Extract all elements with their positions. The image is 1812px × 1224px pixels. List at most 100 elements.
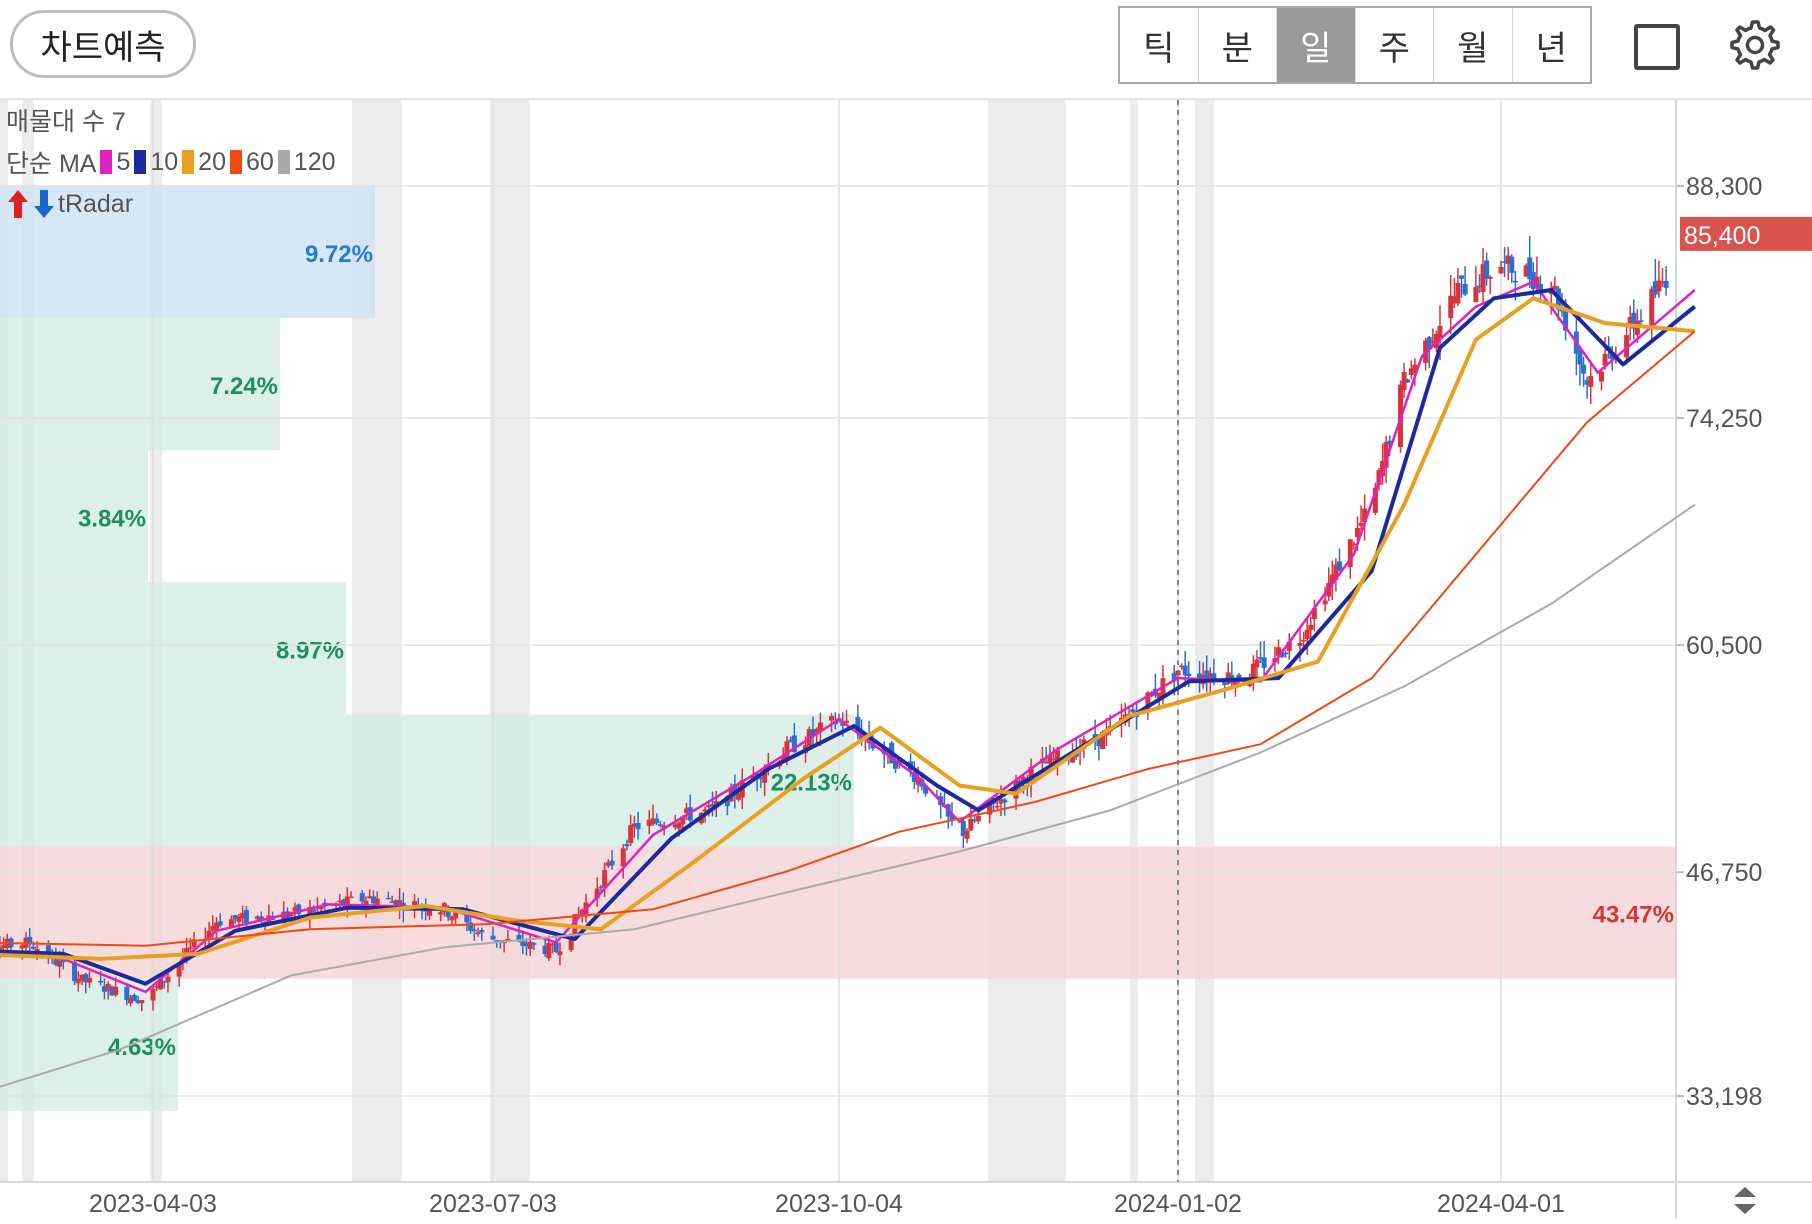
candle-body: [1096, 737, 1102, 747]
candle-body: [1476, 285, 1482, 288]
candle-body: [605, 862, 611, 866]
ma60-swatch: [229, 150, 242, 174]
candle-body: [972, 819, 978, 822]
candle-body: [1347, 539, 1353, 568]
candle-body: [1401, 372, 1407, 390]
candle-body: [157, 978, 163, 990]
candle-body: [788, 739, 794, 742]
candle-body: [1430, 341, 1436, 343]
candle-body: [650, 818, 656, 825]
period-minute-tab[interactable]: 분: [1199, 8, 1277, 82]
candle-body: [34, 948, 40, 953]
period-week-tab[interactable]: 주: [1356, 8, 1434, 82]
top-bar: 차트예측 틱 분 일 주 월 년: [0, 0, 1812, 100]
candle-body: [1362, 508, 1368, 523]
candle-body: [471, 929, 477, 932]
candle-body: [550, 943, 556, 946]
period-month-tab[interactable]: 월: [1434, 8, 1513, 82]
candle-body: [1351, 543, 1357, 546]
candle-body: [479, 929, 485, 933]
ma-5-line: [0, 280, 1696, 994]
volume-profile-band: [0, 714, 854, 847]
candle-body: [1043, 761, 1049, 764]
y-tick-label: 46,750: [1686, 859, 1762, 887]
candle-body: [1581, 364, 1587, 374]
volume-profile-band: [0, 450, 148, 583]
ma60-label: 60: [245, 147, 274, 176]
candle-body: [344, 896, 350, 907]
candle-body: [987, 801, 993, 815]
candle-body: [438, 912, 444, 915]
candle-body: [915, 776, 921, 785]
candle-body: [210, 925, 216, 931]
volume-profile-band: [0, 582, 346, 715]
candle-body: [1588, 375, 1594, 387]
x-tick-label: 2023-10-04: [775, 1190, 903, 1218]
candle-body: [1021, 777, 1027, 783]
candle-body: [490, 935, 496, 940]
period-day-tab[interactable]: 일: [1277, 8, 1356, 82]
ma-60-line: [0, 330, 1696, 947]
candle-body: [1145, 692, 1151, 713]
candle-body: [1222, 681, 1228, 685]
candle-body: [1451, 296, 1457, 304]
candle-body: [30, 946, 36, 949]
candle-body: [1354, 527, 1360, 538]
candle-body: [829, 716, 835, 721]
fullscreen-square-icon[interactable]: [1634, 24, 1680, 70]
candle-body: [855, 716, 861, 734]
candle-body: [1437, 325, 1443, 339]
candle-body: [79, 974, 85, 981]
candle-body: [1297, 643, 1303, 646]
candle-body: [154, 985, 160, 988]
chart-forecast-button[interactable]: 차트예측: [10, 10, 196, 78]
candle-body: [240, 912, 246, 919]
candle-body: [628, 825, 634, 844]
y-tick-label: 60,500: [1686, 632, 1762, 660]
candle-body: [412, 901, 418, 907]
candle-body: [923, 785, 929, 794]
candle-body: [385, 897, 391, 900]
candle-body: [516, 934, 522, 940]
chart-canvas: 9.72%7.24%3.84%8.97%22.13%43.47%4.63% 88…: [0, 100, 1812, 1219]
candle-body: [98, 980, 104, 983]
candle-body: [680, 816, 686, 825]
gear-icon[interactable]: [1726, 18, 1782, 74]
shaded-column: [1195, 100, 1214, 1182]
candle-body: [975, 816, 981, 822]
candle-body: [557, 951, 563, 956]
ma10-label: 10: [150, 147, 179, 176]
period-tick-tab[interactable]: 틱: [1120, 8, 1199, 82]
x-tick-label: 2023-04-03: [89, 1190, 217, 1218]
candle-body: [75, 979, 81, 984]
candle-body: [453, 912, 459, 919]
candle-body: [1333, 564, 1339, 580]
current-price-label: 85,400: [1684, 222, 1760, 250]
candle-body: [389, 901, 395, 903]
candle-body: [1473, 286, 1479, 303]
candle-body: [840, 722, 846, 726]
candle-body: [568, 933, 574, 950]
price-chart[interactable]: 9.72% 7.24% 3.84% 8.97% 22.13% 43.47% 4.63% 88…: [0, 100, 1812, 1219]
candle-body: [311, 909, 317, 912]
candle-body: [546, 942, 552, 959]
candle-body: [191, 939, 197, 948]
candle-body: [105, 983, 111, 991]
candle-body: [150, 988, 156, 1001]
ma-20-line: [0, 296, 1695, 961]
y-tick-label: 33,198: [1686, 1083, 1762, 1111]
candle-body: [1602, 353, 1608, 366]
period-year-tab[interactable]: 년: [1535, 29, 1567, 68]
candle-body: [1448, 295, 1454, 319]
candle-body: [1311, 608, 1317, 620]
candle-body: [1308, 624, 1314, 630]
candle-body: [844, 720, 850, 723]
candle-body: [53, 956, 59, 965]
candle-body: [57, 960, 63, 967]
shaded-column: [988, 100, 1066, 1182]
candle-body: [1179, 665, 1185, 668]
candle-body: [520, 941, 526, 946]
candle-body: [706, 805, 712, 808]
candle-body: [236, 916, 242, 922]
candle-body: [1250, 663, 1256, 683]
